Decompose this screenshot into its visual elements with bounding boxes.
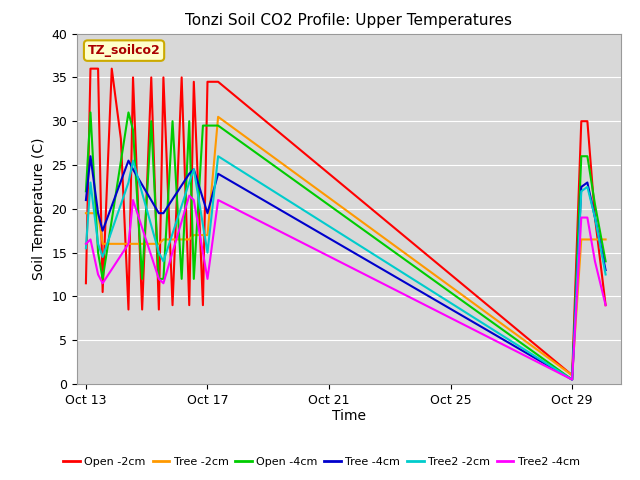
Text: TZ_soilco2: TZ_soilco2 — [88, 44, 161, 57]
X-axis label: Time: Time — [332, 409, 366, 423]
Y-axis label: Soil Temperature (C): Soil Temperature (C) — [31, 138, 45, 280]
Legend: Open -2cm, Tree -2cm, Open -4cm, Tree -4cm, Tree2 -2cm, Tree2 -4cm: Open -2cm, Tree -2cm, Open -4cm, Tree -4… — [59, 453, 584, 471]
Title: Tonzi Soil CO2 Profile: Upper Temperatures: Tonzi Soil CO2 Profile: Upper Temperatur… — [186, 13, 512, 28]
